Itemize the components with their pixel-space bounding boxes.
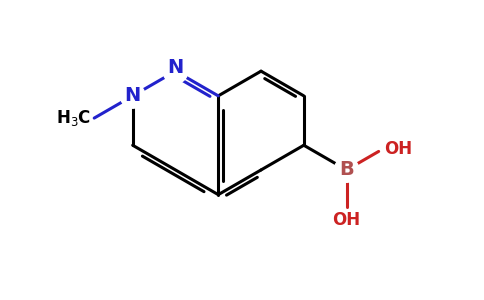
Text: N: N xyxy=(124,86,141,105)
Text: N: N xyxy=(167,58,183,77)
Circle shape xyxy=(334,158,359,182)
Circle shape xyxy=(163,59,188,83)
Text: OH: OH xyxy=(384,140,412,158)
Text: OH: OH xyxy=(333,211,361,229)
Circle shape xyxy=(121,83,145,108)
Text: H$_3$C: H$_3$C xyxy=(56,108,91,128)
Text: B: B xyxy=(339,160,354,179)
